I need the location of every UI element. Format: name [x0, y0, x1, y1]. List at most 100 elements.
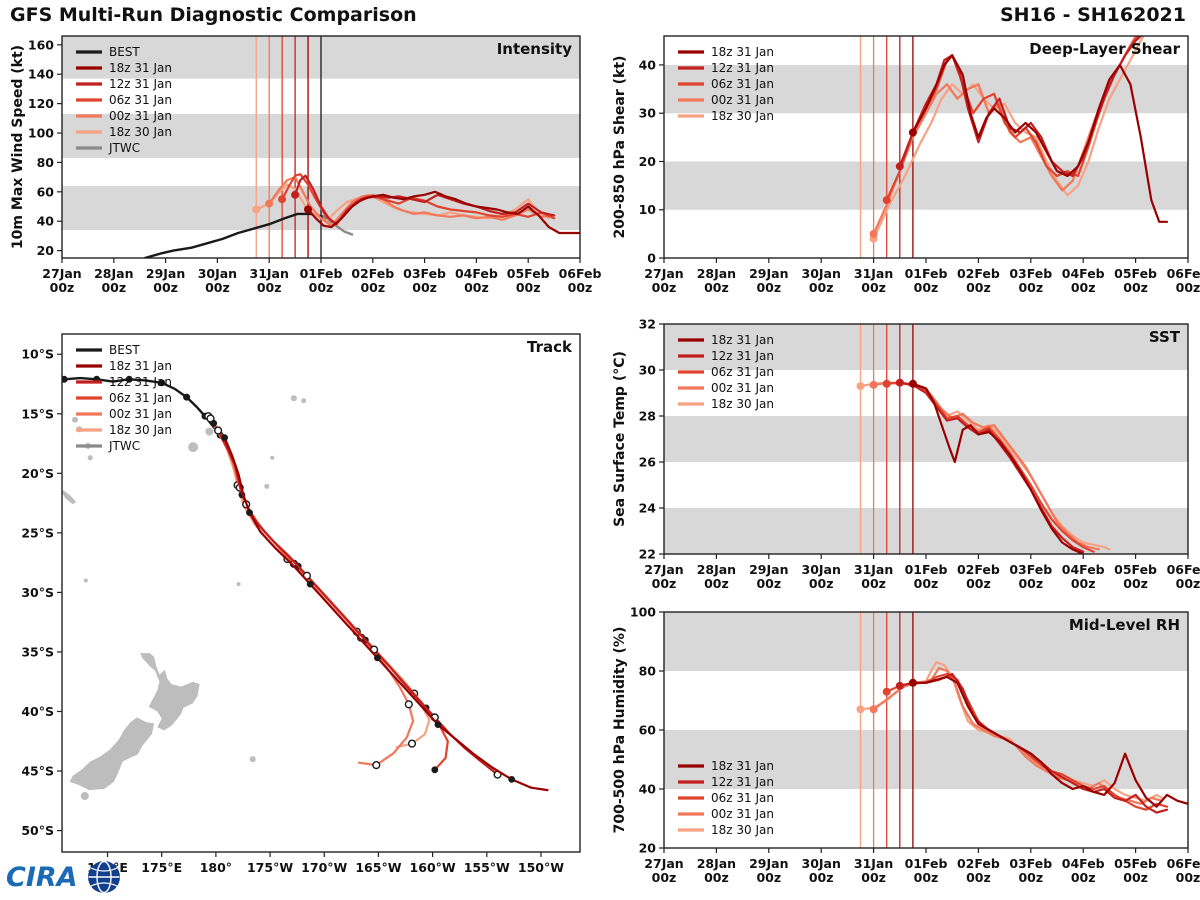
x-tick-label: 02Feb: [351, 266, 394, 281]
legend-label: 00z 31 Jan: [109, 109, 172, 123]
x-tick-label: 00z: [914, 870, 939, 885]
x-tick-label: 00z: [257, 280, 282, 295]
x-tick-label: 150°W: [518, 860, 564, 875]
legend-label: BEST: [109, 343, 140, 357]
panel-title: Mid-Level RH: [1069, 616, 1180, 634]
x-tick-label: 06Feb: [559, 266, 602, 281]
track-marker: [882, 196, 891, 205]
x-tick-label: 27Jan: [644, 562, 683, 577]
x-tick-label: 00z: [1071, 870, 1096, 885]
series-18z-31-jan: [306, 190, 580, 235]
y-tick-label: 40: [639, 782, 657, 797]
x-tick-label: 00z: [809, 576, 834, 591]
x-tick-label: 04Feb: [1062, 562, 1105, 577]
x-tick-label: 06Feb: [1167, 562, 1200, 577]
x-tick-label: 00z: [756, 280, 781, 295]
series-00z-31-jan: [268, 176, 556, 227]
series-jtwc: [322, 215, 354, 236]
legend-label: 18z 30 Jan: [109, 423, 172, 437]
x-tick-label: 30Jan: [198, 266, 237, 281]
track-marker: [278, 195, 287, 204]
x-tick-label: 06Feb: [1167, 856, 1200, 871]
legend-label: JTWC: [108, 141, 140, 155]
x-tick-label: 00z: [516, 280, 541, 295]
x-tick-label: 02Feb: [957, 856, 1000, 871]
x-tick-label: 31Jan: [854, 266, 893, 281]
x-tick-label: 175°W: [247, 860, 293, 875]
track-marker: [265, 199, 274, 208]
x-tick-label: 00z: [1071, 280, 1096, 295]
y-tick-label: 45°S: [21, 764, 54, 779]
y-tick-label: 24: [639, 501, 657, 516]
y-tick-label: 40°S: [21, 704, 54, 719]
y-tick-label: 25°S: [21, 525, 54, 540]
y-tick-label: 20: [37, 243, 55, 258]
x-tick-label: 01Feb: [905, 266, 948, 281]
track-marker: [125, 375, 133, 383]
panel-title: Intensity: [497, 40, 573, 58]
series-12z-31-jan: [898, 36, 1142, 178]
x-tick-label: 00z: [1123, 280, 1148, 295]
x-tick-label: 30Jan: [802, 266, 841, 281]
x-tick-label: 00z: [153, 280, 178, 295]
legend-label: 12z 31 Jan: [109, 375, 172, 389]
y-tick-label: 20°S: [21, 466, 54, 481]
y-tick-label: 28: [639, 409, 656, 424]
x-tick-label: 31Jan: [854, 562, 893, 577]
x-tick-label: 29Jan: [146, 266, 185, 281]
legend-label: 12z 31 Jan: [711, 349, 774, 363]
x-tick-label: 28Jan: [94, 266, 133, 281]
track-marker: [246, 509, 253, 516]
y-tick-label: 20: [639, 154, 657, 169]
track-marker: [856, 382, 865, 391]
x-tick-label: 29Jan: [749, 562, 788, 577]
legend-label: 18z 30 Jan: [711, 823, 774, 837]
storm-id: SH16 - SH162021: [999, 4, 1186, 26]
x-tick-label: 28Jan: [697, 266, 736, 281]
land-island: [249, 756, 256, 763]
x-tick-label: 01Feb: [905, 856, 948, 871]
chart-rh: 27Jan00z28Jan00z29Jan00z30Jan00z31Jan00z…: [612, 605, 1200, 886]
x-tick-label: 00z: [704, 870, 729, 885]
y-tick-label: 26: [639, 455, 657, 470]
y-tick-label: 100: [28, 126, 54, 141]
x-tick-label: 00z: [50, 280, 75, 295]
land-island: [236, 582, 241, 587]
y-tick-label: 80: [639, 664, 657, 679]
legend-label: BEST: [109, 45, 140, 59]
panel-title: Deep-Layer Shear: [1029, 40, 1180, 58]
y-tick-label: 50°S: [21, 823, 54, 838]
x-tick-label: 28Jan: [697, 856, 736, 871]
track-marker: [306, 580, 314, 588]
y-tick-label: 0: [647, 251, 656, 266]
track-marker: [856, 705, 865, 714]
legend-label: 18z 30 Jan: [109, 125, 172, 139]
cira-logo: CIRA: [6, 860, 120, 894]
shaded-band: [664, 730, 1188, 789]
x-tick-label: 00z: [1123, 870, 1148, 885]
x-tick-label: 00z: [412, 280, 437, 295]
land-island: [270, 455, 275, 460]
legend-label: 00z 31 Jan: [711, 807, 774, 821]
legend-label: 18z 31 Jan: [109, 359, 172, 373]
x-tick-label: 01Feb: [300, 266, 343, 281]
x-tick-label: 180°: [200, 860, 232, 875]
series-12z-31-jan: [294, 174, 556, 226]
y-tick-label: 140: [28, 67, 54, 82]
x-tick-label: 00z: [309, 280, 334, 295]
track-marker: [210, 419, 218, 427]
legend-label: 18z 31 Jan: [711, 45, 774, 59]
x-tick-label: 00z: [861, 576, 886, 591]
track-marker: [158, 379, 166, 387]
x-tick-label: 06Feb: [1167, 266, 1200, 281]
x-tick-label: 175°E: [141, 860, 182, 875]
track-marker: [62, 375, 68, 383]
x-tick-label: 00z: [652, 280, 677, 295]
legend-label: JTWC: [108, 439, 140, 453]
track-marker: [908, 678, 917, 687]
x-tick-label: 28Jan: [697, 562, 736, 577]
x-tick-label: 00z: [1176, 576, 1200, 591]
x-tick-label: 31Jan: [854, 856, 893, 871]
shaded-band: [664, 508, 1188, 554]
legend-label: 00z 31 Jan: [109, 407, 172, 421]
